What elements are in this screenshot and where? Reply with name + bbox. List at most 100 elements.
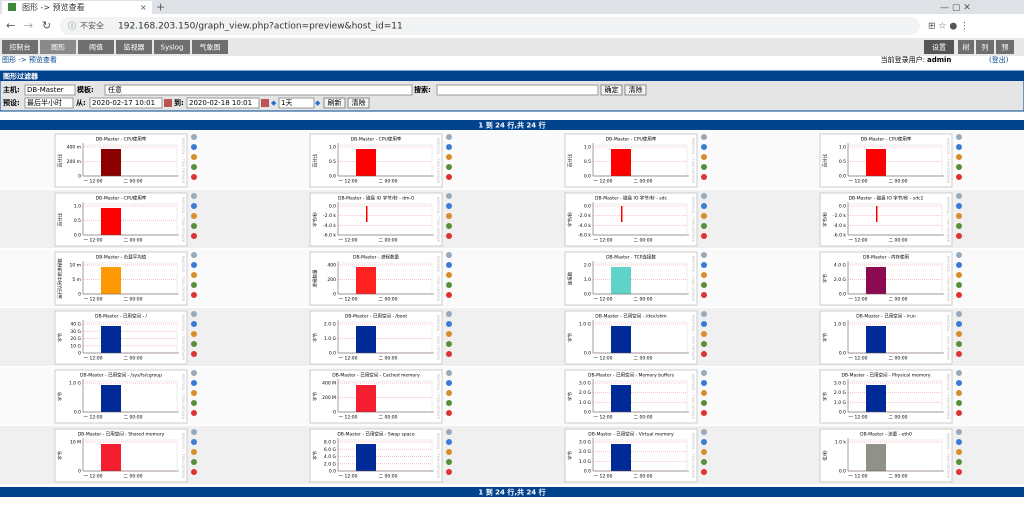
graph-action-icon[interactable] bbox=[191, 380, 197, 386]
shift-left[interactable]: ◆ bbox=[271, 99, 277, 107]
graph-action-icon[interactable] bbox=[446, 292, 452, 298]
browser-icons[interactable]: ⊞ ☆ ● ⋮ bbox=[928, 22, 969, 32]
graph-action-icon[interactable] bbox=[956, 341, 962, 347]
graph-action-icon[interactable] bbox=[191, 233, 197, 239]
graph-action-icon[interactable] bbox=[701, 164, 707, 170]
graph-action-icon[interactable] bbox=[446, 400, 452, 406]
graph-action-icon[interactable] bbox=[701, 134, 707, 140]
graph-action-icon[interactable] bbox=[446, 469, 452, 475]
graph-action-icon[interactable] bbox=[956, 380, 962, 386]
graph-action-icon[interactable] bbox=[956, 370, 962, 376]
graph-action-icon[interactable] bbox=[956, 449, 962, 455]
nav-tab[interactable] bbox=[192, 40, 228, 54]
graph-action-icon[interactable] bbox=[446, 439, 452, 445]
graph-action-icon[interactable] bbox=[956, 144, 962, 150]
graph-action-icon[interactable] bbox=[191, 262, 197, 268]
graph-action-icon[interactable] bbox=[956, 282, 962, 288]
graph-action-icon[interactable] bbox=[701, 223, 707, 229]
forward[interactable]: → bbox=[24, 19, 33, 32]
graph-action-icon[interactable] bbox=[191, 174, 197, 180]
nav-tab[interactable] bbox=[958, 40, 974, 54]
graph-action-icon[interactable] bbox=[701, 144, 707, 150]
graph-action-icon[interactable] bbox=[191, 449, 197, 455]
graph-action-icon[interactable] bbox=[191, 331, 197, 337]
graph-action-icon[interactable] bbox=[191, 429, 197, 435]
graph-action-icon[interactable] bbox=[956, 154, 962, 160]
calendar-icon[interactable] bbox=[164, 99, 172, 107]
graph-action-icon[interactable] bbox=[701, 459, 707, 465]
graph-action-icon[interactable] bbox=[956, 233, 962, 239]
graph-action-icon[interactable] bbox=[956, 321, 962, 327]
nav-tab[interactable] bbox=[154, 40, 190, 54]
graph-action-icon[interactable] bbox=[191, 311, 197, 317]
graph-action-icon[interactable] bbox=[701, 410, 707, 416]
graph-action-icon[interactable] bbox=[191, 370, 197, 376]
graph-action-icon[interactable] bbox=[446, 311, 452, 317]
graph-action-icon[interactable] bbox=[446, 459, 452, 465]
host-select[interactable] bbox=[24, 84, 76, 96]
template-select[interactable] bbox=[104, 84, 413, 96]
graph-action-icon[interactable] bbox=[191, 390, 197, 396]
back[interactable]: ← bbox=[6, 19, 15, 32]
tab[interactable] bbox=[2, 1, 152, 14]
graph-action-icon[interactable] bbox=[956, 410, 962, 416]
graph-action-icon[interactable] bbox=[446, 351, 452, 357]
graph-action-icon[interactable] bbox=[956, 203, 962, 209]
graph-action-icon[interactable] bbox=[701, 282, 707, 288]
graph-action-icon[interactable] bbox=[701, 400, 707, 406]
graph-action-icon[interactable] bbox=[191, 282, 197, 288]
nav-tab[interactable] bbox=[78, 40, 114, 54]
breadcrumb[interactable]: 图形 -> 预览查看 bbox=[2, 55, 57, 64]
graph-action-icon[interactable] bbox=[701, 439, 707, 445]
graph-action-icon[interactable] bbox=[956, 272, 962, 278]
graph-action-icon[interactable] bbox=[191, 164, 197, 170]
graph-action-icon[interactable] bbox=[956, 390, 962, 396]
graph-action-icon[interactable] bbox=[701, 154, 707, 160]
graph-action-icon[interactable] bbox=[701, 449, 707, 455]
graph-action-icon[interactable] bbox=[956, 439, 962, 445]
graph-action-icon[interactable] bbox=[446, 164, 452, 170]
graph-action-icon[interactable] bbox=[191, 341, 197, 347]
nav-tab[interactable] bbox=[116, 40, 152, 54]
graph-action-icon[interactable] bbox=[191, 400, 197, 406]
window-controls[interactable]: — ▢ ✕ bbox=[940, 3, 971, 13]
graph-action-icon[interactable] bbox=[446, 262, 452, 268]
graph-action-icon[interactable] bbox=[191, 223, 197, 229]
graph-action-icon[interactable] bbox=[191, 272, 197, 278]
graph-action-icon[interactable] bbox=[701, 469, 707, 475]
graph-action-icon[interactable] bbox=[701, 203, 707, 209]
clear-button[interactable] bbox=[624, 84, 647, 96]
graph-action-icon[interactable] bbox=[701, 193, 707, 199]
graph-action-icon[interactable] bbox=[191, 144, 197, 150]
graph-action-icon[interactable] bbox=[956, 292, 962, 298]
graph-action-icon[interactable] bbox=[701, 341, 707, 347]
graph-action-icon[interactable] bbox=[191, 154, 197, 160]
graph-frame[interactable] bbox=[564, 428, 698, 483]
nav-tab[interactable] bbox=[924, 40, 954, 54]
graph-action-icon[interactable] bbox=[446, 449, 452, 455]
graph-action-icon[interactable] bbox=[701, 272, 707, 278]
graph-action-icon[interactable] bbox=[191, 439, 197, 445]
graph-action-icon[interactable] bbox=[701, 390, 707, 396]
graph-action-icon[interactable] bbox=[191, 193, 197, 199]
graph-action-icon[interactable] bbox=[956, 134, 962, 140]
graph-action-icon[interactable] bbox=[701, 174, 707, 180]
refresh-button[interactable] bbox=[323, 97, 346, 109]
graph-action-icon[interactable] bbox=[191, 410, 197, 416]
graph-action-icon[interactable] bbox=[446, 272, 452, 278]
graph-action-icon[interactable] bbox=[446, 370, 452, 376]
graph-action-icon[interactable] bbox=[956, 193, 962, 199]
graph-action-icon[interactable] bbox=[701, 331, 707, 337]
graph-action-icon[interactable] bbox=[956, 400, 962, 406]
graph-action-icon[interactable] bbox=[701, 429, 707, 435]
graph-action-icon[interactable] bbox=[446, 410, 452, 416]
nav-tab[interactable] bbox=[40, 40, 76, 54]
graph-action-icon[interactable] bbox=[956, 252, 962, 258]
from-input[interactable] bbox=[89, 97, 163, 109]
graph-action-icon[interactable] bbox=[956, 164, 962, 170]
graph-action-icon[interactable] bbox=[446, 252, 452, 258]
nav-tab[interactable] bbox=[996, 40, 1014, 54]
graph-action-icon[interactable] bbox=[446, 154, 452, 160]
graph-action-icon[interactable] bbox=[956, 459, 962, 465]
graph-action-icon[interactable] bbox=[446, 193, 452, 199]
